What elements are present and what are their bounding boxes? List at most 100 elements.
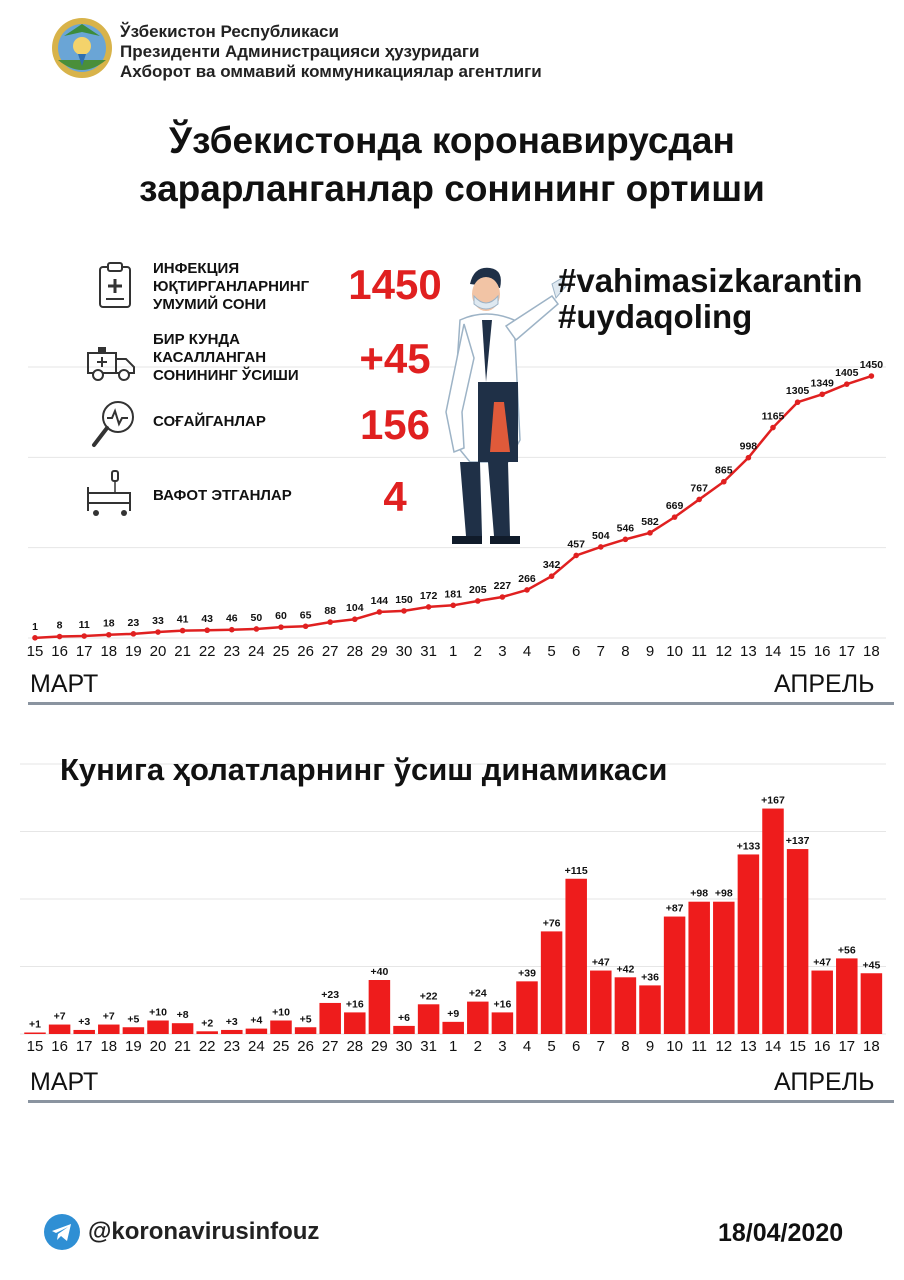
line-chart-data-label-1: 8 <box>57 620 63 632</box>
bar-chart-data-label-12: +23 <box>321 989 339 1001</box>
line-chart-point-5 <box>155 629 161 635</box>
bar-chart-bar-3 <box>98 1024 120 1034</box>
bar-chart-data-label-32: +47 <box>813 957 831 969</box>
line-chart-point-33 <box>844 381 850 387</box>
line-chart-point-3 <box>106 631 112 638</box>
bar-chart-bar-31 <box>786 849 809 1034</box>
bar-chart-data-label-30: +167 <box>761 795 785 807</box>
month-label-april-2: АПРЕЛЬ <box>774 1068 875 1096</box>
header-line-2: Президенти Администрацияси ҳузуридаги <box>120 42 480 61</box>
bar-chart-x-tick-25: 9 <box>646 1038 654 1055</box>
line-chart-x-tick-31: 15 <box>789 643 806 660</box>
bar-chart-data-label-9: +4 <box>250 1015 262 1027</box>
bar-chart-data-label-2: +3 <box>78 1016 90 1028</box>
bar-chart-x-tick-6: 21 <box>174 1038 191 1055</box>
separator-2 <box>28 1100 894 1103</box>
bar-chart-bar-2 <box>73 1029 95 1034</box>
bar-chart-x-tick-13: 28 <box>346 1038 363 1055</box>
bar-chart-x-tick-1: 16 <box>51 1038 68 1055</box>
line-chart-x-tick-4: 19 <box>125 643 142 660</box>
bar-chart-data-label-20: +39 <box>518 967 536 979</box>
bar-chart-x-tick-20: 4 <box>523 1038 531 1055</box>
publication-date: 18/04/2020 <box>718 1219 844 1247</box>
bar-chart-bar-26 <box>663 916 686 1034</box>
line-chart-data-label-16: 172 <box>420 590 438 602</box>
bar-chart-bar-17 <box>442 1021 464 1034</box>
line-chart-point-18 <box>475 598 481 604</box>
bar-chart-data-label-5: +10 <box>149 1007 167 1019</box>
bar-chart-data-label-28: +98 <box>715 888 733 900</box>
line-chart-data-label-17: 181 <box>444 588 462 600</box>
stat-label-infected: ИНФЕКЦИЯ ЮҚТИРГАНЛАРНИНГ УМУМИЙ СОНИ <box>153 260 310 313</box>
bar-chart-bar-25 <box>639 985 661 1034</box>
bar-chart-x-tick-17: 1 <box>449 1038 457 1055</box>
telegram-icon[interactable] <box>44 1214 80 1250</box>
line-chart-data-label-8: 46 <box>226 613 238 625</box>
bar-chart-bar-6 <box>171 1023 194 1034</box>
bar-chart-data-label-34: +45 <box>862 959 880 971</box>
line-chart-x-tick-34: 18 <box>863 643 880 660</box>
bar-chart-bar-15 <box>393 1025 415 1034</box>
bar-chart-bar-18 <box>467 1001 489 1034</box>
line-chart-x-tick-6: 21 <box>174 643 191 660</box>
bar-chart-x-tick-4: 19 <box>125 1038 142 1055</box>
bar-chart-bar-1 <box>48 1024 71 1034</box>
bar-chart-data-label-23: +47 <box>592 957 610 969</box>
line-chart-data-label-3: 18 <box>103 618 115 630</box>
page-title-line-2: зарарланганлар сонининг ортиши <box>139 168 765 209</box>
bar-chart-x-tick-26: 10 <box>666 1038 683 1055</box>
separator-1 <box>28 702 894 705</box>
bar-chart-bar-8 <box>221 1029 243 1034</box>
bar-chart-x-tick-22: 6 <box>572 1038 580 1055</box>
line-chart-point-28 <box>721 478 727 485</box>
bar-chart-data-label-29: +133 <box>737 840 761 852</box>
line-chart-data-label-33: 1405 <box>835 367 859 379</box>
line-chart-data-label-20: 266 <box>518 573 536 585</box>
line-chart-data-label-6: 41 <box>177 614 189 626</box>
line-chart-point-10 <box>278 624 284 630</box>
line-chart-point-34 <box>868 373 875 379</box>
bar-chart-x-tick-34: 18 <box>863 1038 880 1055</box>
line-chart-data-label-25: 582 <box>641 516 659 528</box>
bar-chart-x-tick-23: 7 <box>597 1038 605 1055</box>
line-chart-data-label-31: 1305 <box>786 385 810 397</box>
line-chart-x-tick-28: 12 <box>715 643 732 660</box>
line-chart-x-tick-9: 24 <box>248 643 265 660</box>
bar-chart-bar-11 <box>294 1027 317 1034</box>
line-chart-x-tick-13: 28 <box>346 643 363 660</box>
bar-chart-x-tick-19: 3 <box>498 1038 506 1055</box>
line-chart-data-label-15: 150 <box>395 594 413 606</box>
line-chart-x-tick-20: 4 <box>523 643 531 660</box>
line-chart-data-label-7: 43 <box>201 613 213 625</box>
line-chart-point-23 <box>598 544 604 550</box>
line-chart-data-label-26: 669 <box>666 500 684 512</box>
line-chart-x-tick-8: 23 <box>223 643 240 660</box>
bar-chart-data-label-3: +7 <box>103 1011 115 1023</box>
bar-chart-x-tick-14: 29 <box>371 1038 388 1055</box>
line-chart-data-label-0: 1 <box>32 621 38 633</box>
bar-chart-x-tick-32: 16 <box>814 1038 831 1055</box>
line-chart-x-tick-16: 31 <box>420 643 437 660</box>
line-chart-point-20 <box>524 587 530 593</box>
bar-chart-x-tick-29: 13 <box>740 1038 757 1055</box>
bar-chart-data-label-16: +22 <box>420 990 438 1002</box>
month-label-april-1: АПРЕЛЬ <box>774 670 875 698</box>
hashtag-1: #vahimasizkarantin <box>558 262 863 299</box>
line-chart-x-tick-22: 6 <box>572 643 580 660</box>
bar-chart-data-label-24: +42 <box>616 963 634 975</box>
bar-chart-bar-14 <box>368 980 391 1034</box>
line-chart-point-16 <box>425 604 432 610</box>
bar-chart-bar-33 <box>836 958 858 1034</box>
header-line-1: Ўзбекистон Республикаси <box>120 22 339 41</box>
bar-chart-bar-22 <box>565 878 587 1034</box>
telegram-handle-link[interactable]: @koronavirusinfouz <box>88 1218 320 1245</box>
line-chart-point-29 <box>745 454 752 461</box>
bar-chart-bar-0 <box>24 1032 46 1034</box>
line-chart-data-label-11: 65 <box>300 609 312 621</box>
bar-chart-bar-32 <box>811 970 833 1034</box>
line-chart-point-6 <box>179 627 186 634</box>
bar-chart-data-label-4: +5 <box>127 1013 139 1025</box>
line-chart-data-label-32: 1349 <box>811 377 835 389</box>
line-chart-x-tick-19: 3 <box>498 643 506 660</box>
